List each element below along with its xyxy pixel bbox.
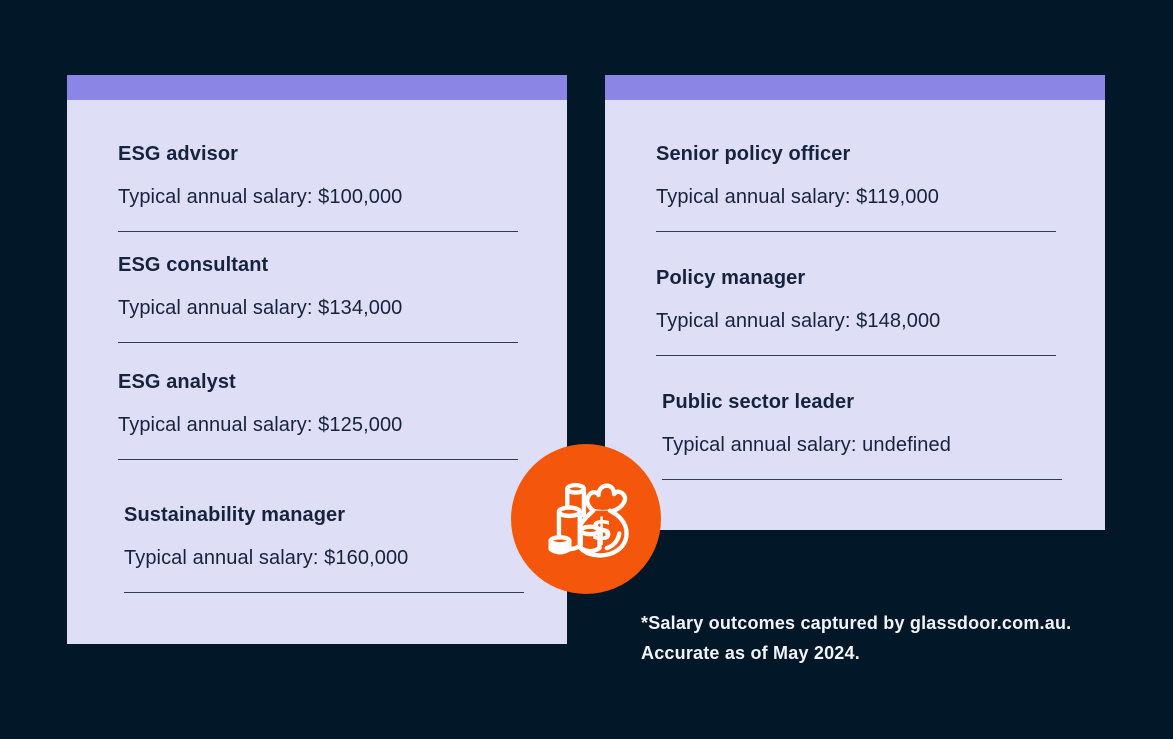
coin-cylinder-short	[578, 524, 602, 554]
role-item: ESG consultant Typical annual salary: $1…	[118, 254, 518, 343]
divider	[662, 479, 1062, 480]
divider	[656, 231, 1056, 232]
role-item: ESG advisor Typical annual salary: $100,…	[118, 143, 518, 232]
divider	[124, 592, 524, 593]
role-salary: Typical annual salary: $148,000	[656, 310, 941, 332]
divider	[118, 342, 518, 343]
role-salary: Typical annual salary: $119,000	[656, 186, 939, 208]
money-bag-badge: $	[511, 444, 661, 594]
svg-text:$: $	[591, 512, 613, 548]
role-item: Public sector leader Typical annual sala…	[662, 391, 1062, 480]
role-item: ESG analyst Typical annual salary: $125,…	[118, 371, 518, 460]
card-accent-bar	[67, 75, 567, 100]
role-salary: Typical annual salary: undefined	[662, 434, 951, 456]
coin-stack	[548, 535, 572, 555]
salary-footnote: *Salary outcomes captured by glassdoor.c…	[641, 608, 1071, 668]
role-title: Sustainability manager	[124, 504, 346, 526]
footnote-line1: *Salary outcomes captured by glassdoor.c…	[641, 613, 1072, 633]
role-salary: Typical annual salary: $100,000	[118, 186, 403, 208]
card-body: ESG advisor Typical annual salary: $100,…	[67, 100, 567, 593]
role-salary: Typical annual salary: $134,000	[118, 297, 403, 319]
role-salary: Typical annual salary: $125,000	[118, 414, 403, 436]
role-title: Public sector leader	[662, 391, 855, 413]
policy-salary-card: Senior policy officer Typical annual sal…	[605, 75, 1105, 530]
role-title: ESG analyst	[118, 371, 236, 393]
role-title: Policy manager	[656, 267, 806, 289]
divider	[118, 459, 518, 460]
card-accent-bar	[605, 75, 1105, 100]
divider	[118, 231, 518, 232]
footnote-line2: Accurate as of May 2024.	[641, 643, 860, 663]
divider	[656, 355, 1056, 356]
role-title: ESG consultant	[118, 254, 269, 276]
role-item: Sustainability manager Typical annual sa…	[124, 504, 524, 593]
role-item: Policy manager Typical annual salary: $1…	[656, 267, 1056, 356]
esg-salary-card: ESG advisor Typical annual salary: $100,…	[67, 75, 567, 644]
role-salary: Typical annual salary: $160,000	[124, 547, 409, 569]
role-title: Senior policy officer	[656, 143, 851, 165]
role-item: Senior policy officer Typical annual sal…	[656, 143, 1056, 232]
money-bag-icon: $	[548, 482, 629, 558]
card-body: Senior policy officer Typical annual sal…	[605, 100, 1105, 480]
role-title: ESG advisor	[118, 143, 239, 165]
